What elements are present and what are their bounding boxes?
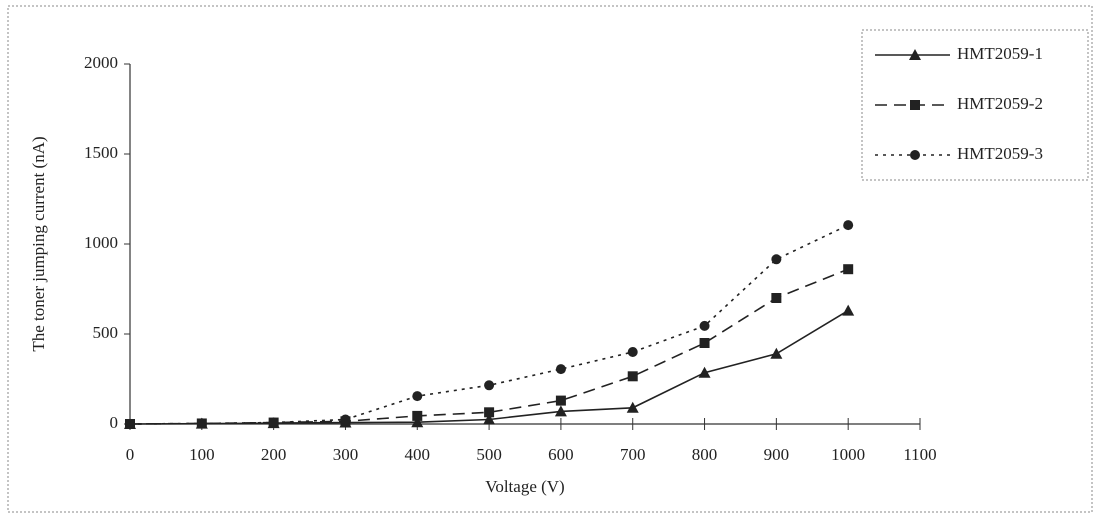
marker	[699, 338, 710, 348]
x-tick-label: 200	[261, 445, 287, 464]
legend-label: HMT2059-3	[957, 144, 1043, 163]
y-tick-label: 500	[93, 323, 119, 342]
marker	[771, 254, 782, 265]
marker	[340, 414, 351, 425]
marker	[843, 264, 854, 275]
marker	[483, 413, 496, 425]
marker	[412, 391, 423, 402]
marker	[484, 380, 495, 391]
x-tick-label: 100	[189, 445, 215, 464]
legend-marker	[910, 100, 920, 110]
x-tick-label: 400	[405, 445, 431, 464]
x-tick-label: 1000	[831, 445, 865, 464]
chart-frame	[7, 5, 1093, 513]
y-tick-label: 1000	[84, 233, 118, 252]
x-tick-label: 700	[620, 445, 646, 464]
marker	[842, 304, 855, 316]
x-tick-label: 0	[126, 445, 135, 464]
marker	[627, 347, 638, 357]
y-tick-label: 2000	[84, 53, 118, 72]
series-line	[129, 268, 849, 425]
legend-marker	[910, 150, 920, 160]
marker	[484, 407, 495, 418]
marker	[554, 405, 567, 417]
marker	[627, 371, 638, 382]
y-tick-label: 1500	[84, 143, 118, 162]
marker	[411, 416, 424, 428]
x-tick-label: 800	[692, 445, 718, 464]
y-axis-label: The toner jumping current (nA)	[29, 136, 48, 351]
series-line	[129, 309, 849, 425]
marker	[196, 418, 207, 429]
marker	[412, 410, 423, 421]
marker	[699, 320, 710, 331]
x-axis-label: Voltage (V)	[485, 477, 564, 496]
marker	[843, 220, 854, 231]
x-tick-label: 600	[548, 445, 574, 464]
legend-label: HMT2059-1	[957, 44, 1043, 63]
marker	[698, 366, 711, 378]
x-tick-label: 1100	[903, 445, 936, 464]
marker	[626, 401, 639, 413]
marker	[268, 417, 279, 428]
legend-label: HMT2059-2	[957, 94, 1043, 113]
series-line	[129, 224, 849, 425]
marker	[770, 347, 783, 359]
marker	[771, 293, 782, 303]
legend-frame	[861, 29, 1089, 181]
x-tick-label: 300	[333, 445, 359, 464]
x-tick-label: 900	[764, 445, 790, 464]
x-tick-label: 500	[476, 445, 502, 464]
legend-marker	[909, 49, 921, 60]
marker	[555, 364, 566, 375]
y-tick-label: 0	[110, 413, 119, 432]
marker	[125, 419, 135, 429]
marker	[555, 395, 566, 406]
